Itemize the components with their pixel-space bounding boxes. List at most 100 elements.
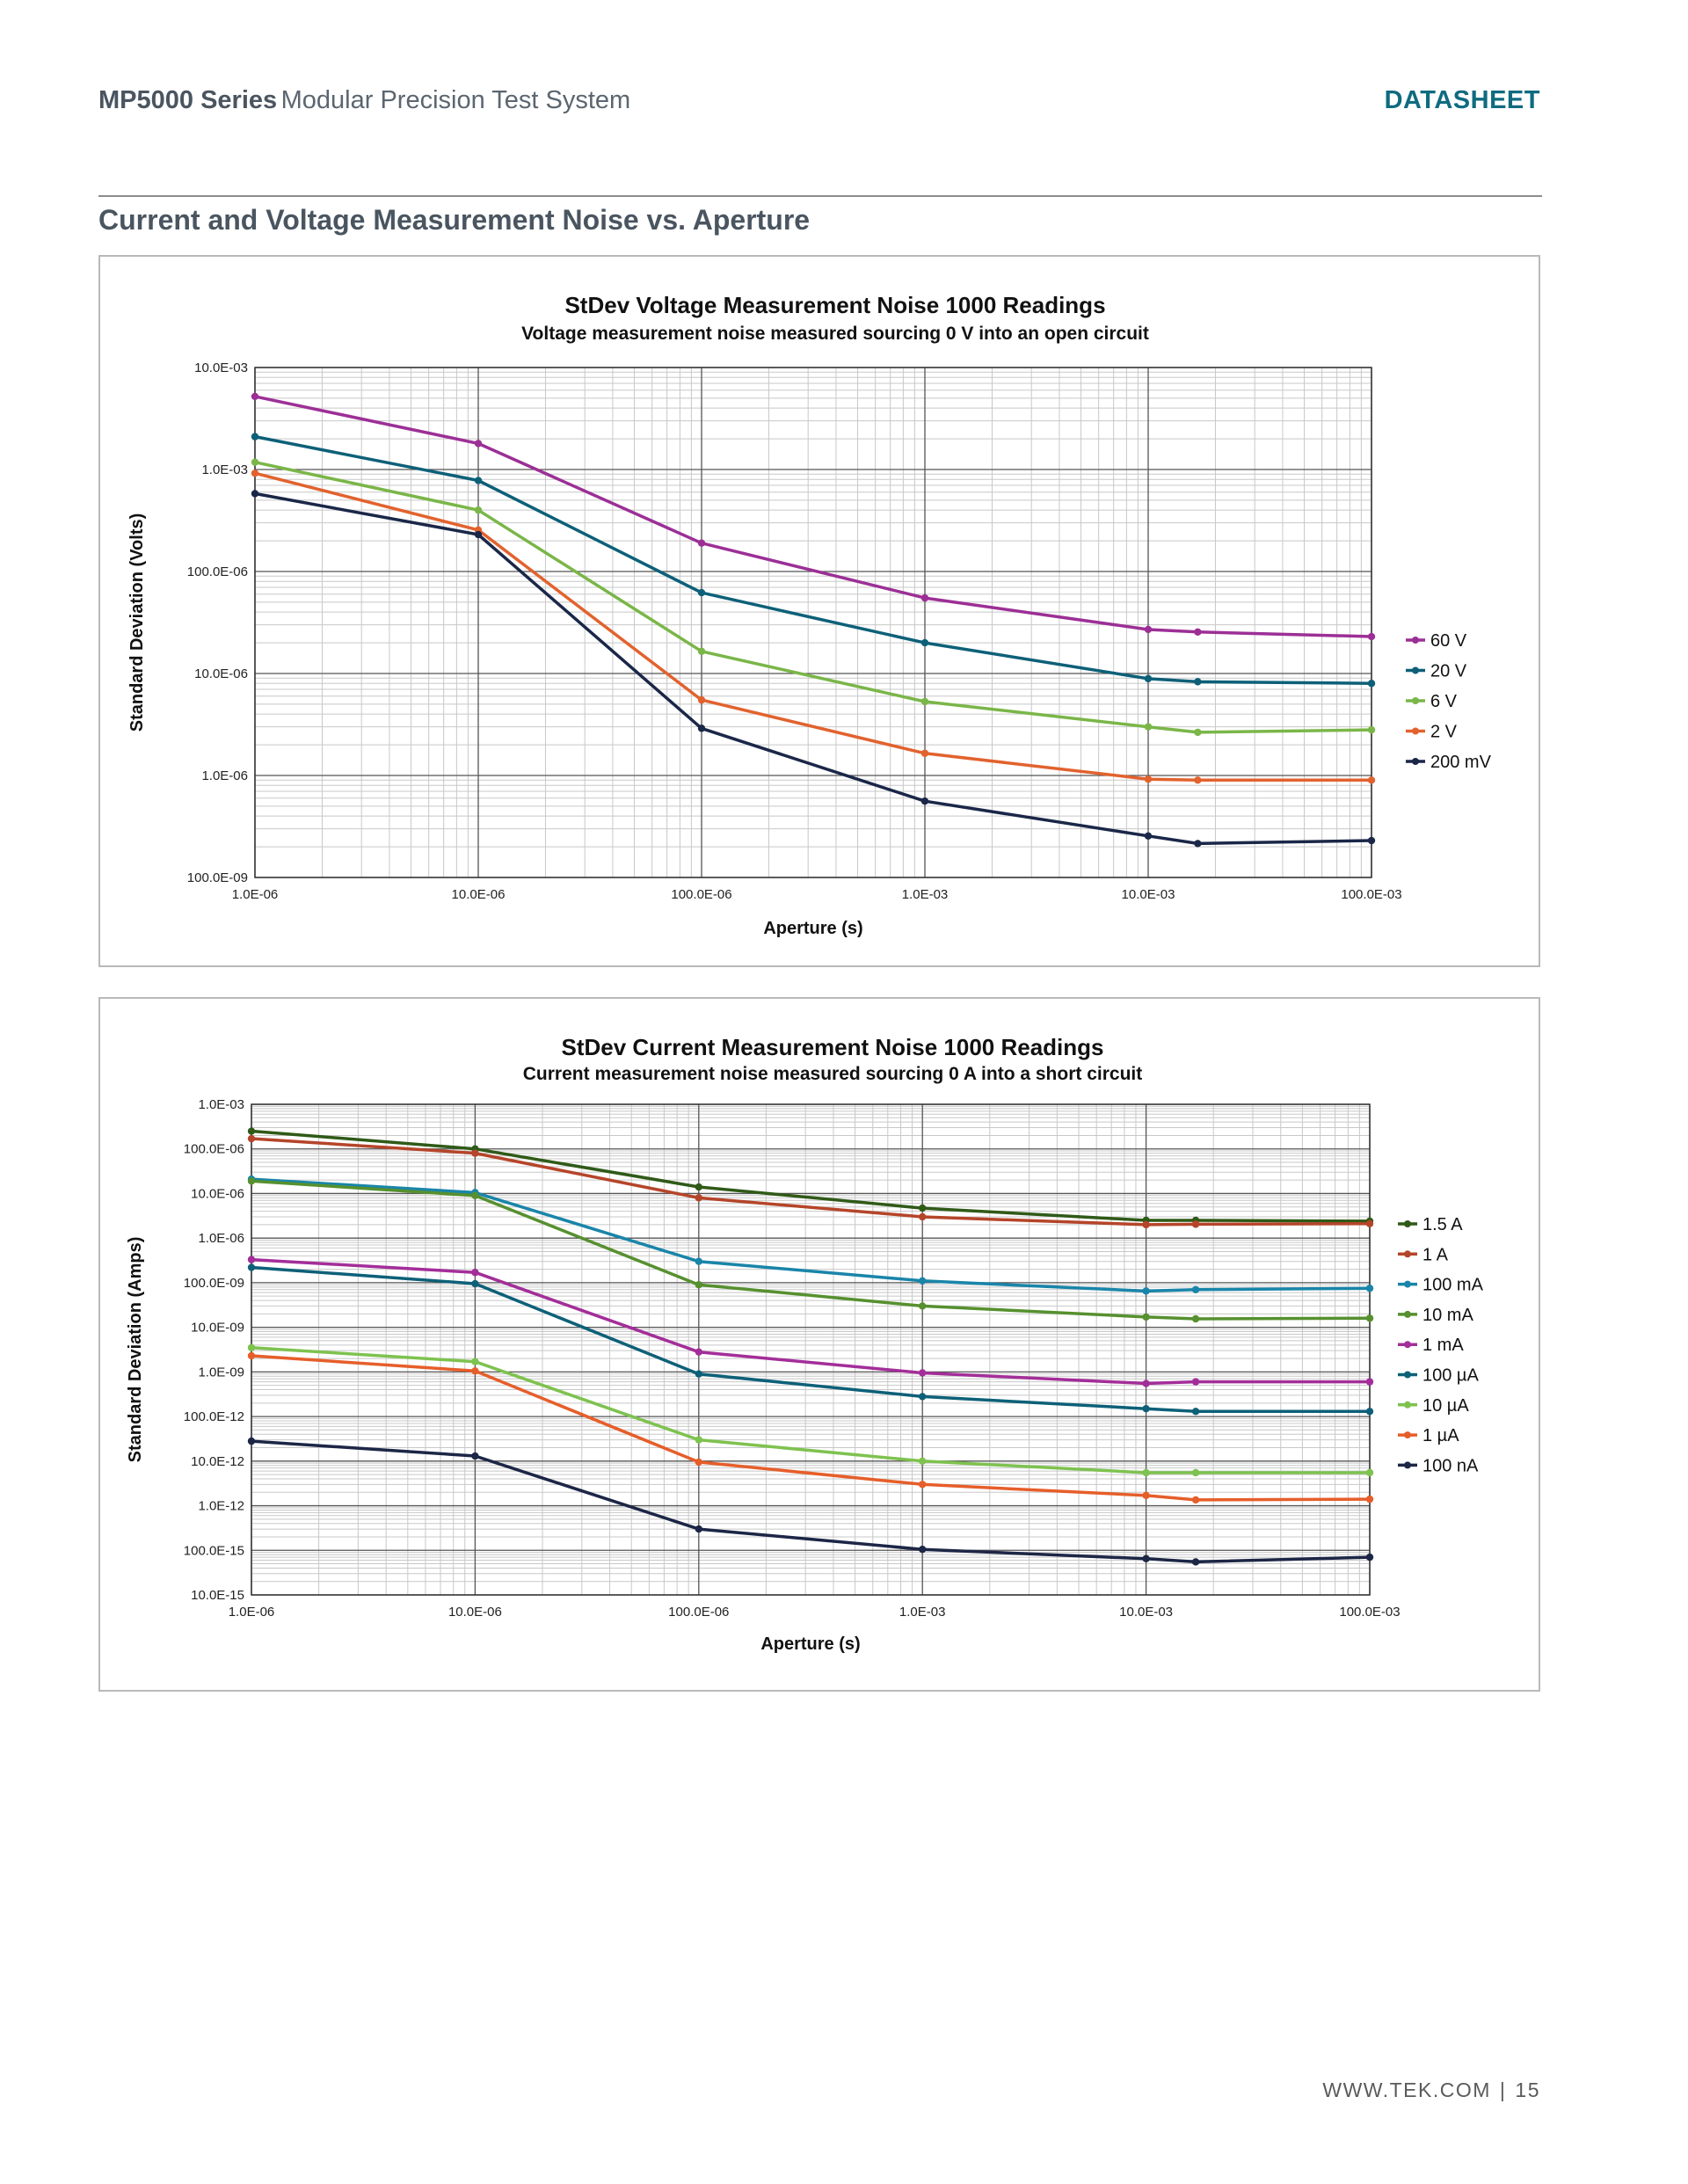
data-point xyxy=(251,433,259,440)
legend-label: 10 µA xyxy=(1422,1396,1469,1416)
legend-label: 60 V xyxy=(1430,631,1467,651)
series-100-a xyxy=(247,1263,1374,1416)
y-axis-label: Standard Deviation (Volts) xyxy=(127,513,147,732)
series-1-a xyxy=(247,1351,1374,1504)
data-point xyxy=(919,1302,927,1310)
current-noise-chart: 1.0E-06 10.0E-06 100.0E-06 1.0E-03 10.0E-03 1… xyxy=(126,1034,1484,1654)
data-point xyxy=(697,695,706,704)
data-point xyxy=(1142,1491,1150,1500)
x-tick-label: 100.0E-06 xyxy=(671,887,731,902)
data-point xyxy=(251,458,259,466)
data-point xyxy=(697,588,706,597)
data-point xyxy=(1365,1468,1374,1477)
legend-label: 1 A xyxy=(1422,1245,1449,1264)
x-tick-label: 100.0E-03 xyxy=(1339,1605,1400,1620)
data-point xyxy=(695,1257,702,1265)
data-point xyxy=(471,1149,479,1157)
data-point xyxy=(919,1457,927,1466)
series-6-v xyxy=(251,458,1376,737)
section-title: Current and Voltage Measurement Noise vs… xyxy=(98,204,811,236)
current-noise-chart-panel: 1.0E-06 10.0E-06 100.0E-06 1.0E-03 10.0E-03 1… xyxy=(98,997,1540,1692)
legend-entry: 1.5 A xyxy=(1398,1215,1463,1234)
data-point xyxy=(1142,1404,1150,1413)
legend-label: 6 V xyxy=(1430,692,1458,711)
legend-entry: 100 nA xyxy=(1398,1456,1479,1475)
data-point xyxy=(919,1393,927,1401)
y-tick-label: 1.0E-06 xyxy=(201,768,248,783)
series-name: MP5000 Series xyxy=(98,86,278,114)
data-point xyxy=(1191,1558,1200,1566)
y-tick-label: 100.0E-06 xyxy=(184,1142,244,1157)
y-tick-label: 1.0E-03 xyxy=(198,1097,244,1112)
data-point xyxy=(247,1263,256,1271)
y-axis-label: Standard Deviation (Amps) xyxy=(126,1237,145,1463)
data-point xyxy=(1365,1408,1374,1416)
data-point xyxy=(695,1281,702,1289)
x-tick-label: 10.0E-03 xyxy=(1122,887,1175,902)
legend-label: 1 µA xyxy=(1422,1426,1459,1445)
legend-marker xyxy=(1404,1401,1411,1409)
y-tick-label: 10.0E-09 xyxy=(191,1321,244,1336)
y-tick-label: 100.0E-15 xyxy=(184,1543,244,1558)
data-point xyxy=(1194,840,1202,848)
data-point xyxy=(695,1348,702,1356)
y-tick-label: 100.0E-09 xyxy=(187,870,248,885)
page-number: 15 xyxy=(1515,2078,1540,2101)
data-point xyxy=(1365,1553,1374,1562)
data-point xyxy=(1142,1554,1150,1562)
page-footer: WWW.TEK.COM | 15 xyxy=(1322,2078,1540,2102)
y-tick-label: 10.0E-12 xyxy=(191,1454,244,1469)
data-point xyxy=(1191,1496,1200,1504)
chart-subtitle: Current measurement noise measured sourc… xyxy=(523,1064,1142,1084)
data-point xyxy=(1142,1287,1150,1295)
series-100-na xyxy=(247,1437,1374,1566)
y-tick-label: 100.0E-09 xyxy=(184,1276,244,1291)
data-point xyxy=(1191,1285,1200,1293)
data-point xyxy=(1367,680,1376,688)
legend-marker xyxy=(1412,727,1419,735)
x-tick-label: 1.0E-06 xyxy=(229,1605,275,1620)
footer-website: WWW.TEK.COM xyxy=(1322,2078,1491,2101)
legend-entry: 100 µA xyxy=(1398,1366,1479,1386)
data-point xyxy=(1365,1219,1374,1228)
legend-marker xyxy=(1412,637,1419,644)
header-divider xyxy=(98,195,1542,197)
data-point xyxy=(919,1212,927,1221)
data-point xyxy=(1142,1220,1150,1229)
data-point xyxy=(1191,1314,1200,1323)
data-point xyxy=(697,724,706,732)
x-tick-label: 10.0E-06 xyxy=(452,887,506,902)
series-1-a xyxy=(247,1134,1374,1229)
data-point xyxy=(1144,775,1153,783)
data-point xyxy=(474,506,483,514)
data-point xyxy=(247,1127,256,1135)
x-tick-label: 100.0E-03 xyxy=(1341,887,1401,902)
data-point xyxy=(1142,1380,1150,1387)
legend-entry: 6 V xyxy=(1406,692,1458,711)
y-tick-label: 10.0E-06 xyxy=(194,666,248,681)
legend-marker xyxy=(1412,666,1419,674)
chart-subtitle: Voltage measurement noise measured sourc… xyxy=(521,324,1149,344)
plot-area xyxy=(251,1104,1370,1595)
legend-marker xyxy=(1404,1371,1411,1379)
legend-marker xyxy=(1404,1341,1411,1349)
data-point xyxy=(251,470,259,477)
data-point xyxy=(695,1370,702,1378)
data-point xyxy=(471,1452,479,1460)
y-tick-label: 1.0E-03 xyxy=(201,462,248,477)
data-point xyxy=(1144,832,1153,841)
data-point xyxy=(1367,836,1376,845)
data-point xyxy=(695,1183,702,1191)
data-point xyxy=(695,1194,702,1202)
legend-marker xyxy=(1404,1280,1411,1288)
data-point xyxy=(1144,723,1153,731)
data-point xyxy=(471,1367,479,1375)
data-point xyxy=(919,1369,927,1377)
voltage-noise-chart: 1.0E-06 10.0E-06 100.0E-06 1.0E-03 10.0E-03 1… xyxy=(127,292,1492,938)
legend-entry: 10 mA xyxy=(1398,1306,1473,1325)
data-point xyxy=(1365,1285,1374,1292)
y-tick-label: 10.0E-03 xyxy=(194,360,248,375)
data-point xyxy=(919,1481,927,1489)
plot-area xyxy=(255,368,1372,877)
data-point xyxy=(919,1204,927,1212)
